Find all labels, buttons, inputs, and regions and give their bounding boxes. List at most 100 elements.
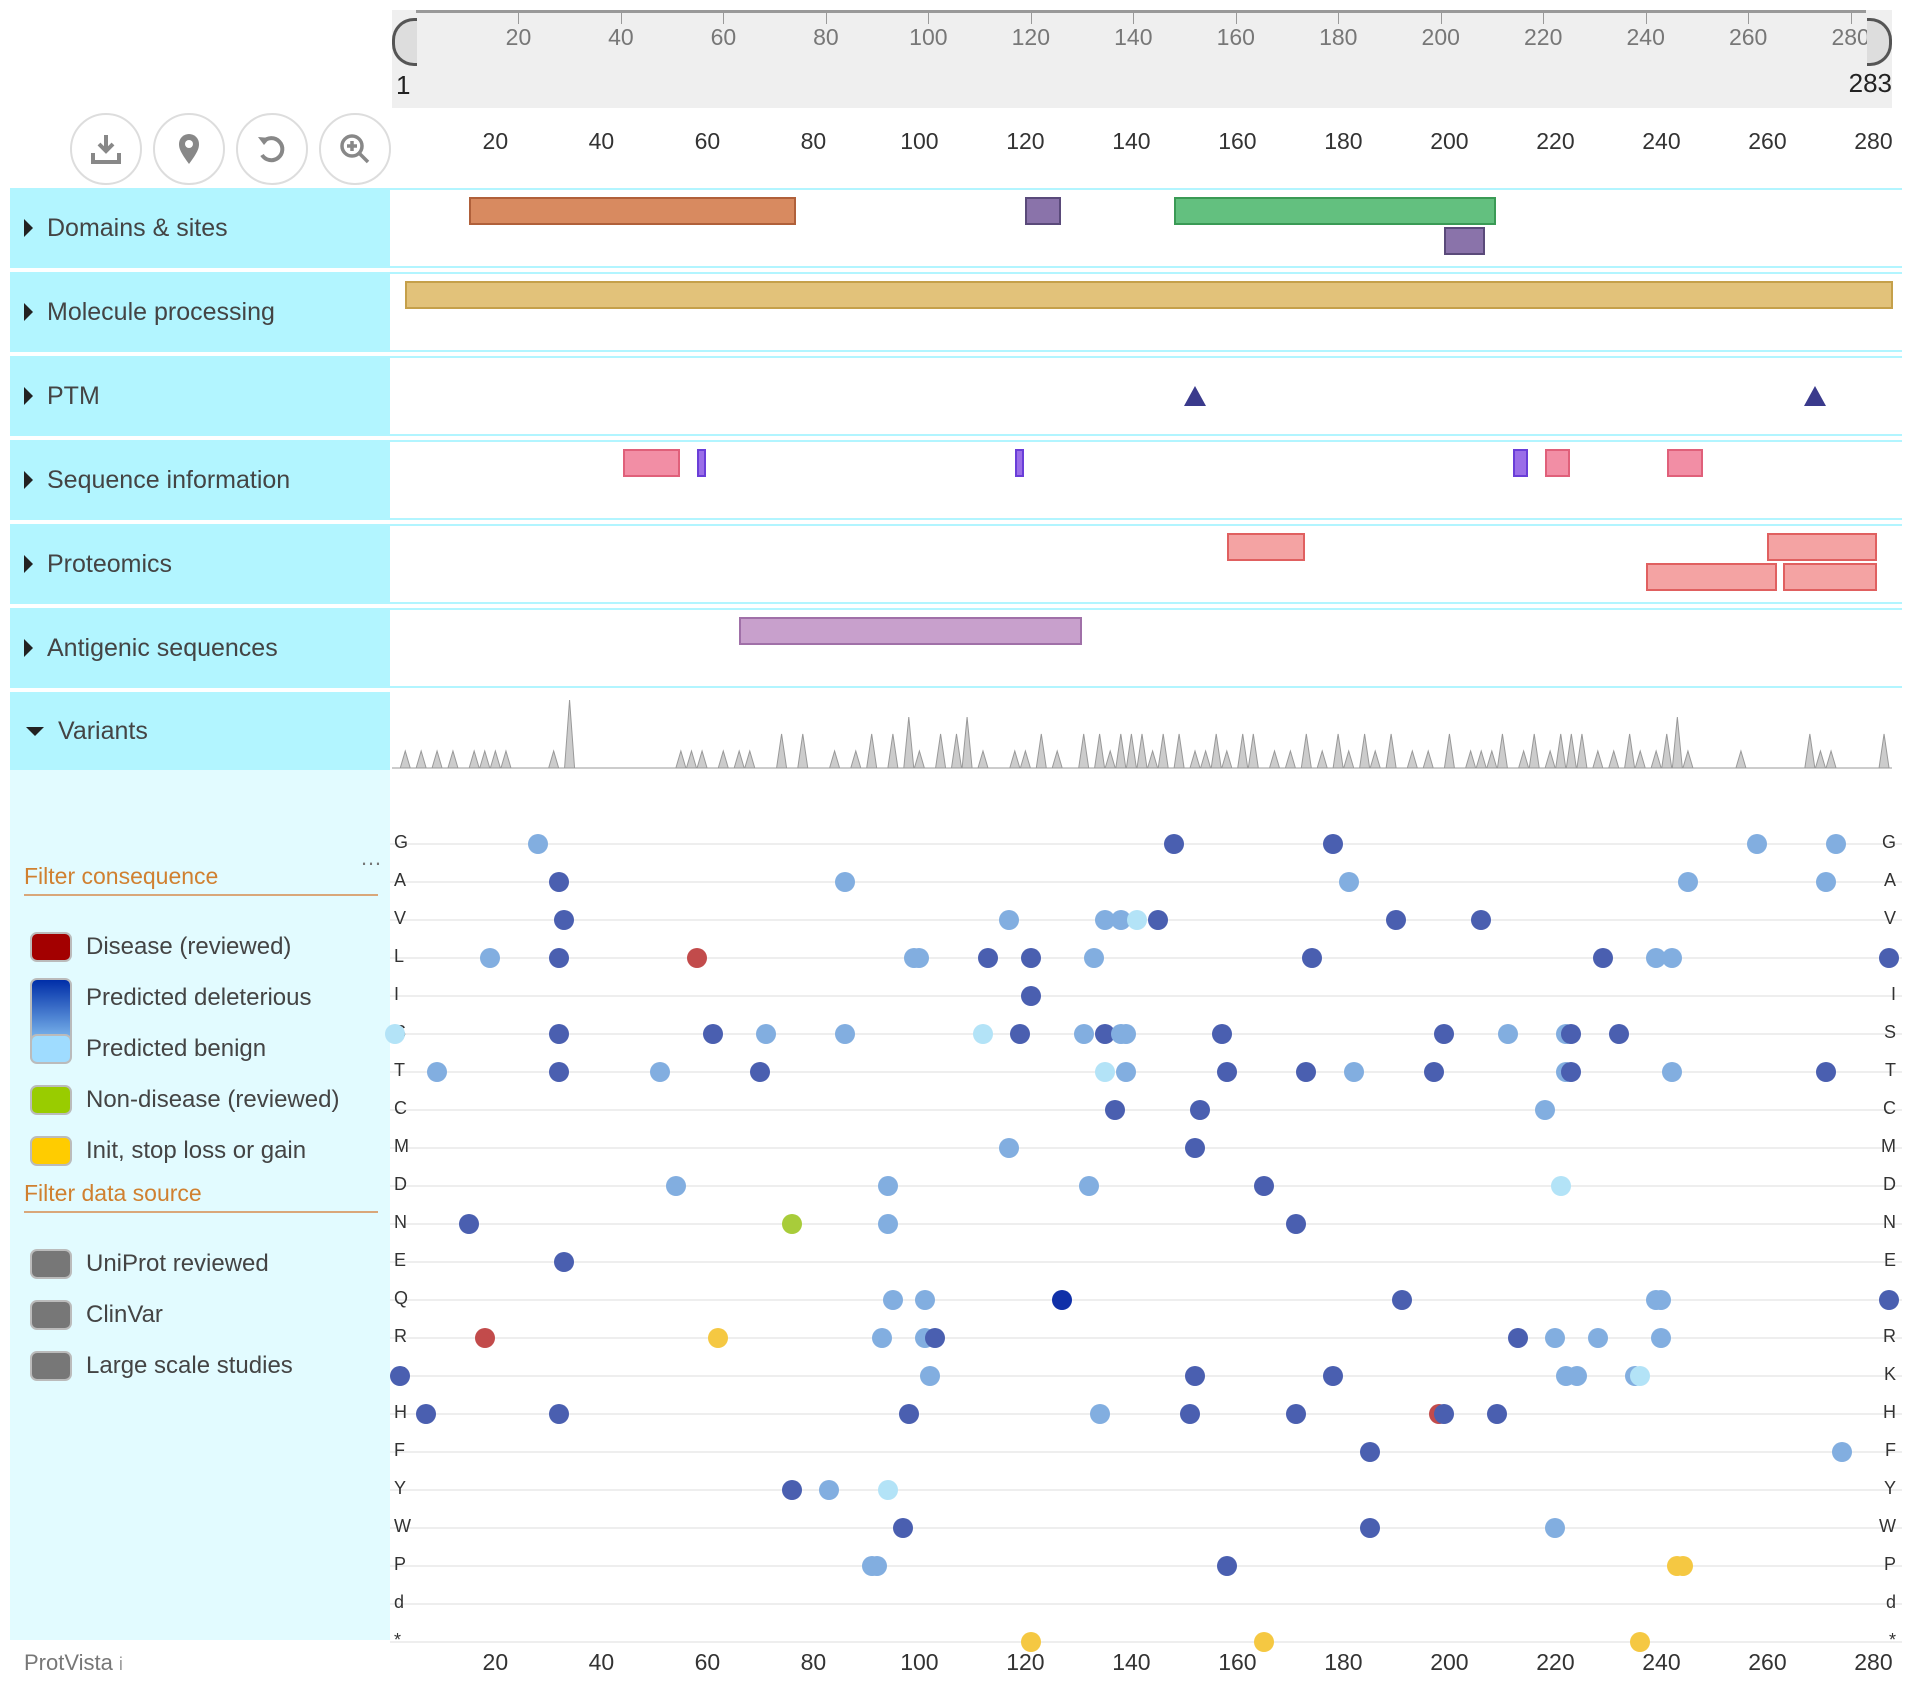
ptm-site-marker[interactable]	[1804, 386, 1827, 406]
variant-point[interactable]	[707, 1328, 728, 1348]
track-header-variants[interactable]: Variants	[10, 692, 390, 770]
variant-point[interactable]	[755, 1024, 776, 1044]
variant-point[interactable]	[649, 1062, 670, 1082]
variant-point[interactable]	[1322, 1366, 1343, 1386]
variant-point[interactable]	[416, 1404, 437, 1424]
variant-point[interactable]	[1662, 948, 1683, 968]
filter-option[interactable]: UniProt reviewed	[30, 1244, 269, 1284]
variant-point[interactable]	[1534, 1100, 1555, 1120]
feature-bar[interactable]	[1767, 533, 1878, 561]
variant-point[interactable]	[1163, 834, 1184, 854]
variant-point[interactable]	[1126, 910, 1147, 930]
variant-point[interactable]	[1216, 1062, 1237, 1082]
variant-point[interactable]	[877, 1214, 898, 1234]
highlight-button[interactable]	[153, 113, 225, 185]
filter-option[interactable]: Large scale studies	[30, 1346, 293, 1386]
variant-point[interactable]	[1359, 1442, 1380, 1462]
feature-bar[interactable]	[1544, 449, 1570, 477]
filter-color-swatch[interactable]	[30, 1085, 72, 1115]
left-range-handle[interactable]	[392, 18, 417, 66]
variant-point[interactable]	[1020, 986, 1041, 1006]
variant-point[interactable]	[1545, 1518, 1566, 1538]
variant-point[interactable]	[548, 1024, 569, 1044]
filter-color-swatch[interactable]	[30, 1034, 72, 1064]
filter-color-swatch[interactable]	[30, 1136, 72, 1166]
feature-bar[interactable]	[468, 197, 797, 225]
variant-point[interactable]	[474, 1328, 495, 1348]
variant-point[interactable]	[548, 948, 569, 968]
variant-point[interactable]	[1020, 948, 1041, 968]
variant-point[interactable]	[1587, 1328, 1608, 1348]
variant-point[interactable]	[1185, 1366, 1205, 1386]
variant-point[interactable]	[389, 1366, 410, 1386]
variant-point[interactable]	[835, 1024, 856, 1044]
variant-point[interactable]	[1662, 1062, 1683, 1082]
variant-point[interactable]	[1344, 1062, 1364, 1082]
feature-bar[interactable]	[1173, 197, 1496, 225]
variant-point[interactable]	[1879, 948, 1900, 968]
variant-point[interactable]	[548, 1404, 569, 1424]
feature-bar[interactable]	[622, 449, 680, 477]
variant-point[interactable]	[1211, 1024, 1232, 1044]
variant-point[interactable]	[898, 1404, 919, 1424]
variant-point[interactable]	[1550, 1176, 1571, 1196]
track-header-molecule-processing[interactable]: Molecule processing	[10, 272, 390, 352]
variant-point[interactable]	[527, 834, 548, 854]
variant-point[interactable]	[1110, 910, 1131, 930]
variant-point[interactable]	[1147, 910, 1168, 930]
feature-bar[interactable]	[739, 617, 1083, 645]
variant-point[interactable]	[1253, 1632, 1274, 1652]
variant-point[interactable]	[999, 1138, 1020, 1158]
variant-point[interactable]	[1651, 1290, 1672, 1310]
variant-point[interactable]	[1815, 872, 1836, 892]
variant-point[interactable]	[1216, 1556, 1237, 1576]
filter-option[interactable]: ClinVar	[30, 1295, 163, 1335]
variant-point[interactable]	[835, 872, 856, 892]
variant-point[interactable]	[1285, 1214, 1306, 1234]
variant-point[interactable]	[877, 1480, 898, 1500]
variant-point[interactable]	[1296, 1062, 1317, 1082]
variant-point[interactable]	[1672, 1556, 1693, 1576]
variant-point[interactable]	[1815, 1062, 1836, 1082]
variant-point[interactable]	[1471, 910, 1492, 930]
variant-point[interactable]	[978, 948, 999, 968]
variant-point[interactable]	[893, 1518, 914, 1538]
variant-point[interactable]	[782, 1480, 803, 1500]
variant-point[interactable]	[1561, 1024, 1582, 1044]
variant-point[interactable]	[1487, 1404, 1508, 1424]
variant-point[interactable]	[782, 1214, 803, 1234]
track-header-sequence-information[interactable]: Sequence information	[10, 440, 390, 520]
track-header-domains-sites[interactable]: Domains & sites	[10, 188, 390, 268]
variant-point[interactable]	[1879, 1290, 1900, 1310]
track-header-proteomics[interactable]: Proteomics	[10, 524, 390, 604]
feature-bar[interactable]	[1513, 449, 1528, 477]
variant-point[interactable]	[866, 1556, 887, 1576]
variant-point[interactable]	[1566, 1366, 1587, 1386]
variant-point[interactable]	[1423, 1062, 1444, 1082]
variant-point[interactable]	[877, 1176, 898, 1196]
variant-point[interactable]	[1322, 834, 1343, 854]
more-options-icon[interactable]: …	[360, 845, 382, 870]
variant-point[interactable]	[554, 1252, 575, 1272]
filter-color-swatch[interactable]	[30, 1300, 72, 1330]
feature-bar[interactable]	[1444, 227, 1486, 255]
variant-point[interactable]	[1831, 1442, 1852, 1462]
variant-point[interactable]	[1089, 1404, 1110, 1424]
feature-bar[interactable]	[696, 449, 707, 477]
filter-option[interactable]: Init, stop loss or gain	[30, 1131, 306, 1171]
variant-point[interactable]	[1052, 1290, 1073, 1310]
feature-bar[interactable]	[1783, 563, 1878, 591]
variant-point[interactable]	[919, 1366, 940, 1386]
track-header-antigenic-sequences[interactable]: Antigenic sequences	[10, 608, 390, 688]
variant-point[interactable]	[1253, 1176, 1274, 1196]
variant-point[interactable]	[1285, 1404, 1306, 1424]
variant-point[interactable]	[1677, 872, 1698, 892]
feature-bar[interactable]	[1226, 533, 1305, 561]
feature-bar[interactable]	[1666, 449, 1703, 477]
variant-point[interactable]	[1094, 1024, 1115, 1044]
variant-point[interactable]	[1630, 1366, 1651, 1386]
feature-bar[interactable]	[405, 281, 1894, 309]
variant-point[interactable]	[1630, 1632, 1651, 1652]
variant-point[interactable]	[882, 1290, 903, 1310]
info-icon[interactable]: i	[118, 1654, 123, 1674]
